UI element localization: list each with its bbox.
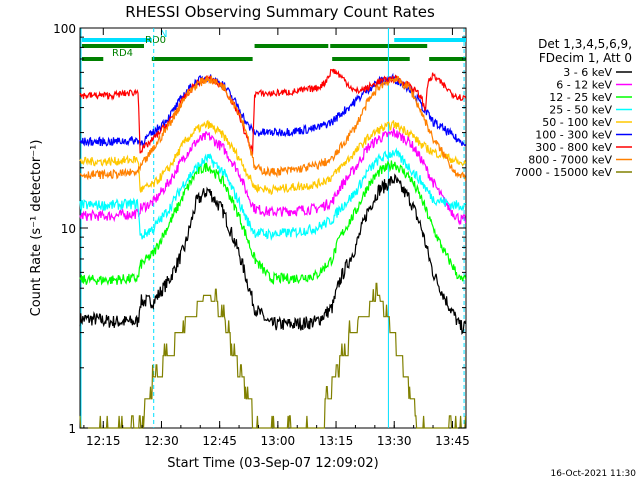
x-tick-label-1: 12:30 <box>144 434 179 448</box>
series-line-8 <box>79 282 467 429</box>
y-tick-label-0: 1 <box>68 422 76 436</box>
series-line-5 <box>79 72 467 147</box>
series-line-1 <box>79 126 467 226</box>
chart-title: RHESSI Observing Summary Count Rates <box>125 3 435 21</box>
legend-label-5: 100 - 300 keV <box>535 129 612 142</box>
series-lines <box>79 68 467 429</box>
legend-label-6: 300 - 800 keV <box>535 141 612 154</box>
series-line-0 <box>79 173 467 336</box>
y-tick-label-2: 100 <box>53 22 76 36</box>
flag-label-rd0: RD0 <box>145 35 166 46</box>
x-tick-label-0: 12:15 <box>86 434 121 448</box>
footer-timestamp: 16-Oct-2021 11:30 <box>551 469 637 479</box>
flag-label-rd4: RD4 <box>112 48 133 59</box>
legend-label-3: 25 - 50 keV <box>549 104 612 117</box>
y-tick-label-1: 10 <box>61 222 76 236</box>
x-tick-label-4: 13:15 <box>319 434 354 448</box>
series-line-4 <box>79 119 467 196</box>
x-axis-ticks: 12:15 12:30 12:45 13:00 13:15 13:30 13:45 <box>83 28 470 448</box>
y-axis-label: Count Rate (s⁻¹ detector⁻¹) <box>29 140 44 317</box>
x-tick-label-3: 13:00 <box>261 434 296 448</box>
legend-header-1: FDecim 1, Att 0 <box>539 51 632 65</box>
series-line-2 <box>79 160 467 286</box>
flag-label-n: N <box>160 29 167 40</box>
x-tick-label-2: 12:45 <box>202 434 237 448</box>
x-tick-label-6: 13:45 <box>435 434 470 448</box>
legend-label-1: 6 - 12 keV <box>556 79 612 92</box>
legend-label-4: 50 - 100 keV <box>542 116 612 129</box>
legend-label-2: 12 - 25 keV <box>549 91 612 104</box>
series-line-3 <box>79 147 467 242</box>
legend-label-8: 7000 - 15000 keV <box>514 166 612 179</box>
legend: Det 1,3,4,5,6,9,FDecim 1, Att 03 - 6 keV… <box>514 37 632 179</box>
x-axis-label: Start Time (03-Sep-07 12:09:02) <box>167 456 378 471</box>
y-axis-ticks: 1 10 100 <box>53 22 466 436</box>
legend-label-7: 800 - 7000 keV <box>528 154 612 167</box>
legend-label-0: 3 - 6 keV <box>563 66 612 79</box>
series-line-7 <box>79 75 467 181</box>
x-tick-label-5: 13:30 <box>377 434 412 448</box>
legend-header-0: Det 1,3,4,5,6,9, <box>538 37 632 51</box>
